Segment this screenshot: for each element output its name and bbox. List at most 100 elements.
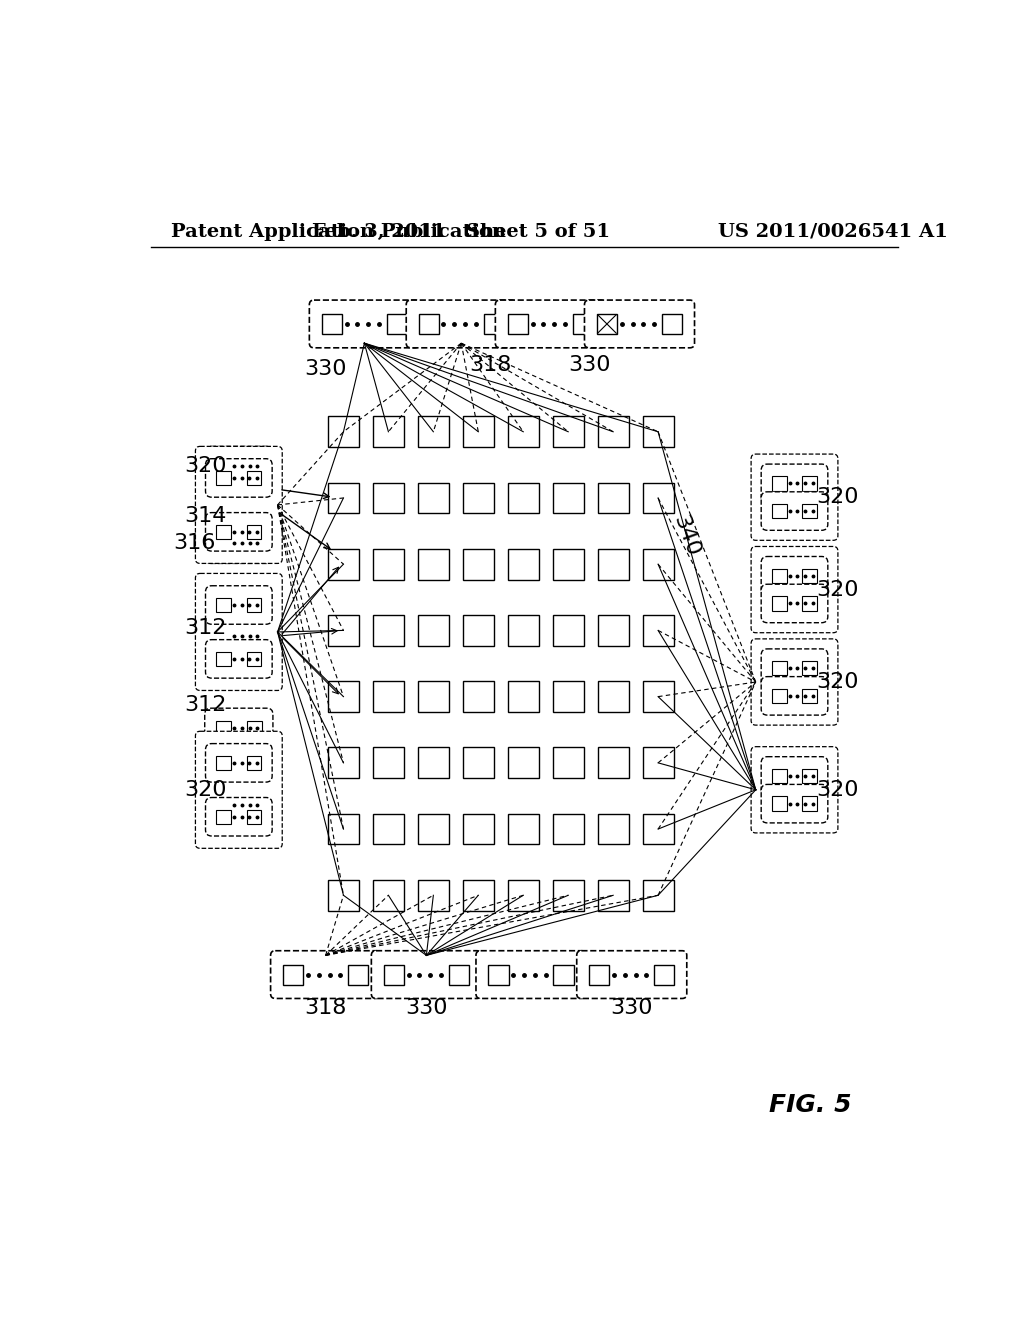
Text: Patent Application Publication: Patent Application Publication [171, 223, 506, 240]
Bar [216, 536, 231, 550]
Bar [463, 483, 494, 513]
Bar [418, 880, 449, 911]
Text: 316: 316 [173, 533, 216, 553]
Bar [463, 416, 494, 447]
FancyBboxPatch shape [205, 524, 273, 564]
Bar [772, 689, 786, 704]
Bar [373, 747, 403, 779]
Text: 314: 314 [184, 507, 226, 527]
Bar [508, 813, 539, 845]
Text: 320: 320 [816, 672, 858, 692]
Text: 330: 330 [568, 355, 611, 375]
Bar [247, 652, 261, 667]
FancyBboxPatch shape [205, 615, 273, 656]
Bar [419, 314, 438, 334]
FancyBboxPatch shape [577, 950, 687, 998]
Bar [373, 416, 403, 447]
FancyBboxPatch shape [205, 708, 273, 748]
Bar [803, 689, 817, 704]
FancyBboxPatch shape [196, 731, 283, 849]
Bar [803, 597, 817, 611]
Bar [387, 314, 407, 334]
FancyBboxPatch shape [206, 797, 272, 836]
Bar [348, 965, 369, 985]
Bar [328, 813, 359, 845]
FancyBboxPatch shape [476, 950, 586, 998]
FancyBboxPatch shape [761, 677, 827, 715]
Bar [247, 598, 261, 612]
FancyBboxPatch shape [761, 465, 827, 503]
Bar [554, 965, 573, 985]
Bar [643, 549, 674, 579]
Text: 330: 330 [304, 359, 347, 379]
Text: 318: 318 [470, 355, 512, 375]
FancyBboxPatch shape [761, 492, 827, 531]
Bar [328, 615, 359, 645]
Bar [643, 483, 674, 513]
Text: 320: 320 [816, 487, 858, 507]
Bar [283, 965, 303, 985]
FancyBboxPatch shape [205, 785, 273, 825]
Bar [597, 314, 617, 334]
Bar [553, 615, 584, 645]
Text: 318: 318 [304, 998, 347, 1018]
Bar [216, 598, 230, 612]
Bar [553, 416, 584, 447]
FancyBboxPatch shape [761, 649, 827, 688]
FancyBboxPatch shape [496, 300, 605, 348]
Bar [772, 661, 786, 676]
FancyBboxPatch shape [206, 459, 272, 498]
FancyBboxPatch shape [372, 950, 481, 998]
Text: 320: 320 [184, 780, 226, 800]
Bar [247, 459, 262, 474]
Bar [483, 314, 504, 334]
Bar [418, 813, 449, 845]
FancyBboxPatch shape [751, 454, 838, 540]
Bar [643, 681, 674, 711]
Bar [598, 747, 629, 779]
Bar [553, 880, 584, 911]
Bar [247, 809, 261, 824]
Bar [463, 813, 494, 845]
FancyBboxPatch shape [196, 573, 283, 690]
Bar [418, 681, 449, 711]
Bar [216, 459, 231, 474]
Bar [216, 471, 230, 486]
Bar [247, 721, 262, 735]
Bar [373, 549, 403, 579]
Bar [553, 549, 584, 579]
Bar [803, 477, 817, 491]
Bar [449, 965, 469, 985]
Bar [463, 549, 494, 579]
Bar [216, 721, 231, 735]
Bar [572, 314, 593, 334]
Bar [373, 615, 403, 645]
Bar [772, 504, 786, 519]
Bar [772, 796, 786, 810]
Text: 320: 320 [184, 457, 226, 477]
Bar [598, 549, 629, 579]
Text: 312: 312 [184, 618, 226, 638]
Bar [598, 880, 629, 911]
Bar [373, 681, 403, 711]
FancyBboxPatch shape [206, 586, 272, 624]
Bar [643, 615, 674, 645]
Bar [373, 483, 403, 513]
Bar [553, 747, 584, 779]
Bar [247, 471, 261, 486]
Bar [373, 813, 403, 845]
FancyBboxPatch shape [206, 640, 272, 678]
Bar [216, 797, 231, 813]
Bar [553, 483, 584, 513]
Bar [654, 965, 675, 985]
Bar [598, 483, 629, 513]
Bar [598, 615, 629, 645]
Bar [803, 569, 817, 583]
Bar [643, 880, 674, 911]
Bar [322, 314, 342, 334]
Text: FIG. 5: FIG. 5 [769, 1093, 851, 1118]
Bar [508, 615, 539, 645]
Text: 320: 320 [816, 579, 858, 599]
FancyBboxPatch shape [751, 747, 838, 833]
Text: 330: 330 [406, 998, 447, 1018]
